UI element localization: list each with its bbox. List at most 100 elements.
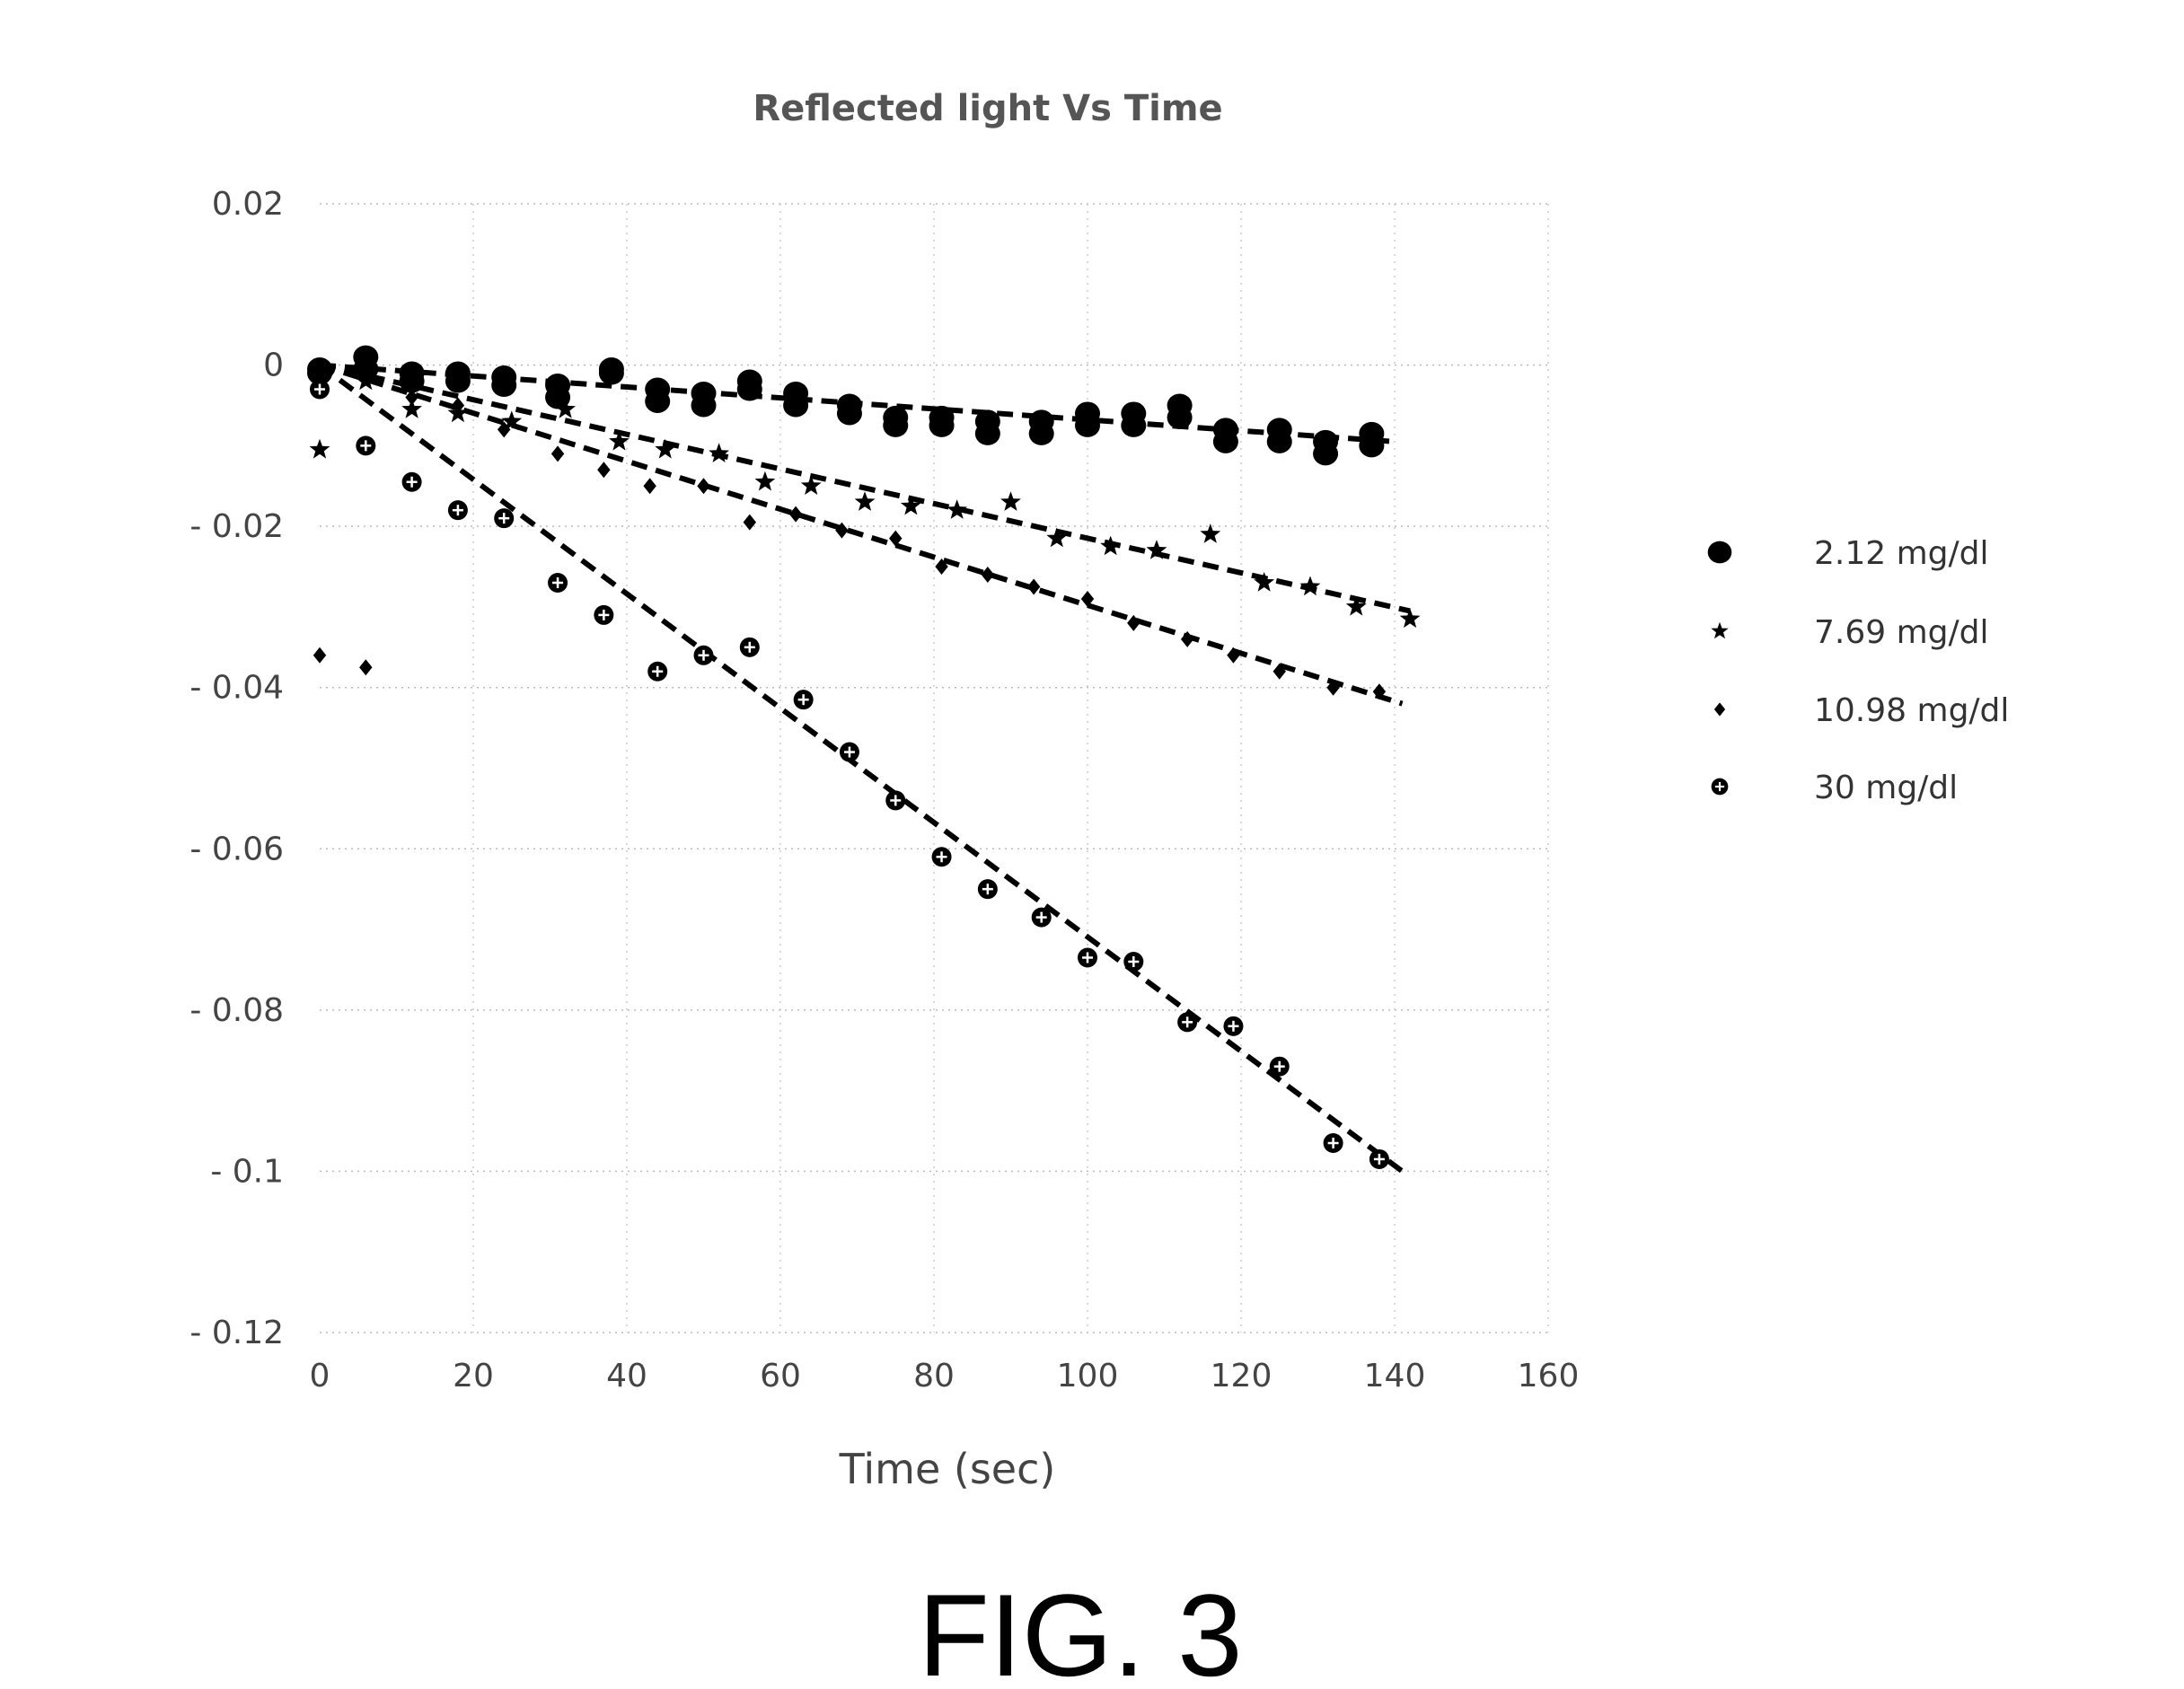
data-point-series-4	[1323, 1133, 1343, 1154]
x-tick-label: 20	[453, 1358, 494, 1394]
data-point-series-4	[1269, 1056, 1290, 1077]
data-point-series-2	[1345, 595, 1367, 616]
data-point-series-4	[885, 790, 906, 811]
data-point-series-4	[1369, 1148, 1389, 1169]
data-point-series-2	[709, 443, 729, 462]
data-point-series-2	[655, 438, 676, 459]
data-point-series-2	[1000, 491, 1021, 511]
trendline-layer	[318, 362, 1411, 1174]
data-point-series-2	[609, 430, 630, 451]
legend-marker-3	[1713, 702, 1726, 717]
data-point-series-1	[353, 357, 379, 382]
data-point-series-1	[783, 393, 809, 418]
data-point-series-2	[1100, 535, 1122, 556]
data-point-series-4	[693, 645, 714, 665]
data-point-series-3	[1127, 614, 1140, 631]
data-point-series-4	[739, 637, 760, 657]
data-point-series-1	[929, 413, 955, 437]
data-point-series-4	[401, 471, 422, 492]
data-point-series-2	[355, 370, 376, 391]
data-point-series-2	[754, 471, 776, 491]
legend-marker-4	[1711, 778, 1729, 796]
legend-label-4: 30 mg/dl	[1814, 770, 1958, 806]
y-tick-label: - 0.02	[189, 508, 284, 545]
chart-title: Reflected light Vs Time	[753, 88, 1222, 129]
x-tick-label: 160	[1518, 1358, 1580, 1394]
data-point-series-4	[494, 508, 515, 529]
data-point-series-3	[788, 506, 803, 523]
data-point-series-1	[1359, 434, 1385, 458]
legend-marker-1	[1707, 541, 1732, 564]
legend-marker-2	[1711, 621, 1729, 639]
data-point-series-1	[1028, 421, 1054, 445]
data-point-series-1	[1212, 429, 1238, 453]
legend: 2.12 mg/dl 7.69 mg/dl 10.98 mg/dl 30 mg/dl	[1707, 535, 2009, 806]
data-point-series-1	[491, 374, 517, 398]
y-tick-label: - 0.04	[189, 670, 284, 707]
trendline-3	[319, 362, 1404, 707]
data-point-series-3	[981, 567, 995, 584]
data-point-series-3	[1026, 578, 1041, 595]
data-point-series-3	[889, 530, 903, 547]
data-point-series-1	[836, 401, 862, 426]
data-point-series-1	[1075, 413, 1100, 437]
data-point-series-4	[839, 742, 859, 762]
data-point-series-2	[1200, 523, 1221, 543]
data-point-series-2	[1046, 527, 1068, 548]
y-tick-label: 0	[263, 347, 284, 384]
data-point-series-1	[1167, 405, 1193, 429]
data-point-series-2	[854, 491, 876, 511]
data-point-series-3	[451, 397, 465, 414]
y-tick-labels: 0.02 0 - 0.02 - 0.04 - 0.06 - 0.08 - 0.1 - 0.12	[189, 186, 284, 1351]
x-axis-title: Time (sec)	[839, 1445, 1056, 1493]
data-point-series-2	[900, 495, 921, 515]
data-point-series-2	[947, 499, 968, 519]
data-point-series-4	[1177, 1012, 1198, 1033]
data-point-series-4	[447, 500, 468, 521]
data-point-series-4	[548, 572, 568, 593]
data-point-series-3	[697, 478, 710, 495]
x-tick-label: 40	[606, 1358, 647, 1394]
data-point-series-3	[1180, 630, 1194, 647]
data-point-series-2	[309, 438, 330, 459]
data-point-series-2	[1299, 576, 1321, 596]
data-point-series-2	[800, 475, 822, 495]
x-tick-label: 100	[1057, 1358, 1119, 1394]
data-point-series-2	[1146, 540, 1167, 559]
x-tick-label: 140	[1364, 1358, 1426, 1394]
data-point-series-3	[405, 389, 418, 406]
data-point-series-3	[1080, 590, 1095, 607]
data-point-series-3	[1227, 647, 1240, 664]
data-point-series-3	[1372, 683, 1387, 700]
y-tick-label: 0.02	[212, 186, 284, 223]
data-point-series-4	[647, 661, 668, 682]
data-point-series-1	[1313, 442, 1339, 466]
data-point-series-1	[1121, 413, 1147, 437]
grid-layer	[320, 203, 1549, 1333]
data-point-series-2	[555, 399, 576, 418]
y-tick-label: - 0.08	[189, 992, 284, 1029]
data-point-series-3	[597, 462, 611, 479]
data-point-series-1	[691, 393, 717, 418]
data-point-series-1	[974, 421, 1000, 445]
y-tick-label: - 0.06	[189, 831, 284, 867]
data-point-series-4	[1078, 947, 1097, 968]
data-point-series-3	[643, 478, 656, 495]
data-point-series-2	[1399, 608, 1421, 629]
y-tick-label: - 0.1	[210, 1153, 284, 1190]
data-point-series-3	[935, 559, 948, 576]
x-tick-label: 60	[760, 1358, 801, 1394]
data-point-series-1	[307, 361, 332, 385]
data-point-series-2	[501, 410, 523, 431]
x-tick-label: 0	[310, 1358, 330, 1394]
data-point-series-4	[793, 690, 814, 710]
x-tick-labels: 0 20 40 60 80 100 120 140 160	[310, 1358, 1580, 1394]
data-point-series-3	[498, 421, 511, 438]
data-point-series-4	[977, 879, 998, 900]
data-point-series-3	[313, 647, 327, 664]
y-tick-label: - 0.12	[189, 1315, 284, 1351]
legend-label-2: 7.69 mg/dl	[1814, 614, 1989, 651]
data-point-series-3	[1273, 663, 1286, 680]
data-point-series-1	[736, 377, 762, 401]
